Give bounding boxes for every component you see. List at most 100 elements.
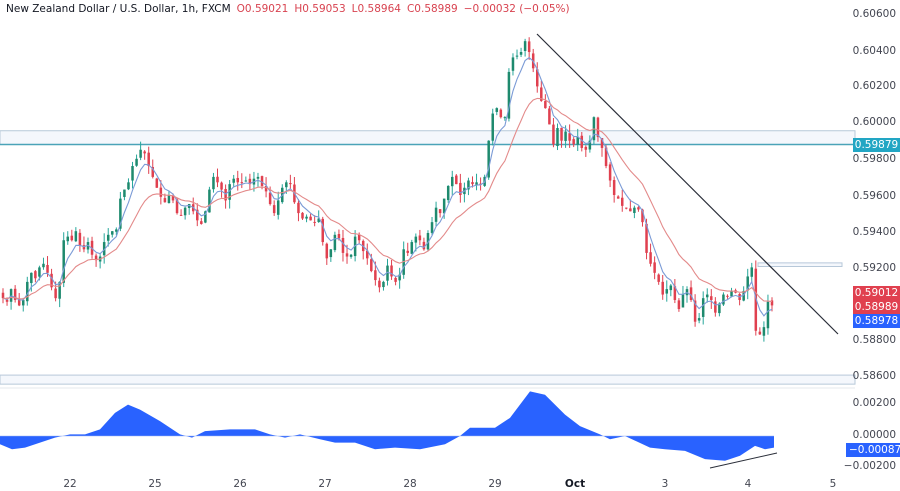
candle-body[interactable]: [204, 211, 207, 223]
candle-body[interactable]: [349, 254, 353, 257]
candle-body[interactable]: [1, 292, 5, 299]
candle-body[interactable]: [616, 196, 620, 199]
candle-body[interactable]: [677, 300, 681, 310]
candle-body[interactable]: [572, 139, 575, 145]
candle-body[interactable]: [568, 133, 571, 141]
candle-body[interactable]: [576, 137, 579, 145]
candle-body[interactable]: [588, 140, 592, 150]
candle-body[interactable]: [341, 237, 345, 253]
candle-body[interactable]: [544, 101, 547, 109]
candle-body[interactable]: [159, 187, 163, 197]
candle-body[interactable]: [268, 192, 272, 205]
candle-body[interactable]: [321, 218, 324, 243]
candle-body[interactable]: [175, 199, 179, 214]
candle-body[interactable]: [612, 180, 616, 195]
candle-body[interactable]: [285, 182, 288, 188]
candle-body[interactable]: [119, 198, 122, 229]
candle-body[interactable]: [503, 117, 507, 119]
candle-body[interactable]: [244, 180, 248, 182]
candle-body[interactable]: [560, 127, 563, 141]
candle-body[interactable]: [272, 205, 276, 214]
candle-body[interactable]: [78, 232, 82, 246]
candle-body[interactable]: [256, 176, 260, 179]
candle-body[interactable]: [94, 255, 98, 261]
candle-body[interactable]: [406, 250, 409, 253]
candle-body[interactable]: [143, 151, 146, 154]
candle-body[interactable]: [645, 223, 648, 253]
candle-body[interactable]: [608, 164, 612, 181]
candle-body[interactable]: [111, 231, 114, 235]
candle-body[interactable]: [135, 158, 138, 166]
candle-body[interactable]: [62, 240, 65, 283]
candle-body[interactable]: [705, 294, 709, 298]
candle-body[interactable]: [70, 235, 74, 241]
candle-body[interactable]: [248, 178, 252, 185]
candle-body[interactable]: [163, 198, 167, 203]
candle-body[interactable]: [620, 197, 624, 206]
candle-body[interactable]: [30, 272, 33, 284]
candle-body[interactable]: [183, 207, 187, 216]
candle-body[interactable]: [378, 280, 381, 288]
candle-body[interactable]: [766, 301, 770, 329]
candle-body[interactable]: [410, 242, 414, 254]
candle-body[interactable]: [430, 222, 434, 233]
candle-body[interactable]: [552, 124, 555, 145]
candle-body[interactable]: [386, 265, 389, 281]
candle-body[interactable]: [74, 231, 78, 242]
candle-body[interactable]: [625, 207, 628, 209]
candle-body[interactable]: [208, 189, 211, 213]
candle-body[interactable]: [451, 176, 454, 187]
candle-body[interactable]: [58, 281, 61, 299]
candle-body[interactable]: [693, 300, 697, 322]
candle-body[interactable]: [382, 281, 385, 288]
candle-body[interactable]: [115, 229, 118, 232]
candle-body[interactable]: [131, 166, 134, 181]
candle-body[interactable]: [357, 234, 361, 241]
candle-body[interactable]: [366, 250, 369, 259]
candle-body[interactable]: [196, 209, 199, 221]
candle-body[interactable]: [442, 198, 446, 214]
candle-body[interactable]: [637, 207, 640, 210]
candle-body[interactable]: [276, 200, 280, 215]
candle-body[interactable]: [305, 216, 308, 219]
candle-body[interactable]: [240, 182, 244, 184]
candle-body[interactable]: [633, 207, 636, 214]
candle-body[interactable]: [127, 182, 130, 190]
candle-body[interactable]: [297, 202, 300, 214]
candle-body[interactable]: [179, 214, 183, 216]
candle-body[interactable]: [750, 267, 754, 277]
downtrend-line[interactable]: [536, 33, 839, 335]
candle-body[interactable]: [187, 204, 191, 208]
candle-body[interactable]: [584, 146, 588, 150]
candle-body[interactable]: [722, 294, 725, 305]
candle-body[interactable]: [710, 296, 713, 300]
candle-body[interactable]: [697, 318, 701, 321]
support-zone[interactable]: [0, 374, 856, 385]
candle-body[interactable]: [289, 183, 292, 185]
candle-body[interactable]: [604, 147, 608, 167]
candle-body[interactable]: [139, 149, 142, 158]
candle-body[interactable]: [548, 108, 551, 125]
candle-body[interactable]: [459, 182, 462, 195]
candle-body[interactable]: [689, 287, 693, 300]
candle-body[interactable]: [596, 117, 600, 138]
candle-body[interactable]: [38, 267, 41, 277]
candle-body[interactable]: [329, 249, 333, 258]
candle-body[interactable]: [438, 209, 442, 214]
candle-body[interactable]: [661, 281, 664, 295]
candle-body[interactable]: [13, 288, 17, 300]
candle-body[interactable]: [34, 271, 37, 279]
candle-body[interactable]: [580, 135, 584, 148]
candle-body[interactable]: [301, 212, 304, 219]
candle-body[interactable]: [345, 253, 349, 257]
candle-body[interactable]: [260, 176, 264, 186]
candle-body[interactable]: [26, 281, 29, 302]
candle-body[interactable]: [106, 234, 110, 241]
candle-body[interactable]: [455, 175, 458, 185]
candle-body[interactable]: [714, 301, 717, 313]
minor-resistance-zone[interactable]: [757, 262, 843, 267]
symbol-title[interactable]: New Zealand Dollar / U.S. Dollar, 1h, FX…: [6, 3, 231, 15]
candle-body[interactable]: [325, 243, 329, 259]
